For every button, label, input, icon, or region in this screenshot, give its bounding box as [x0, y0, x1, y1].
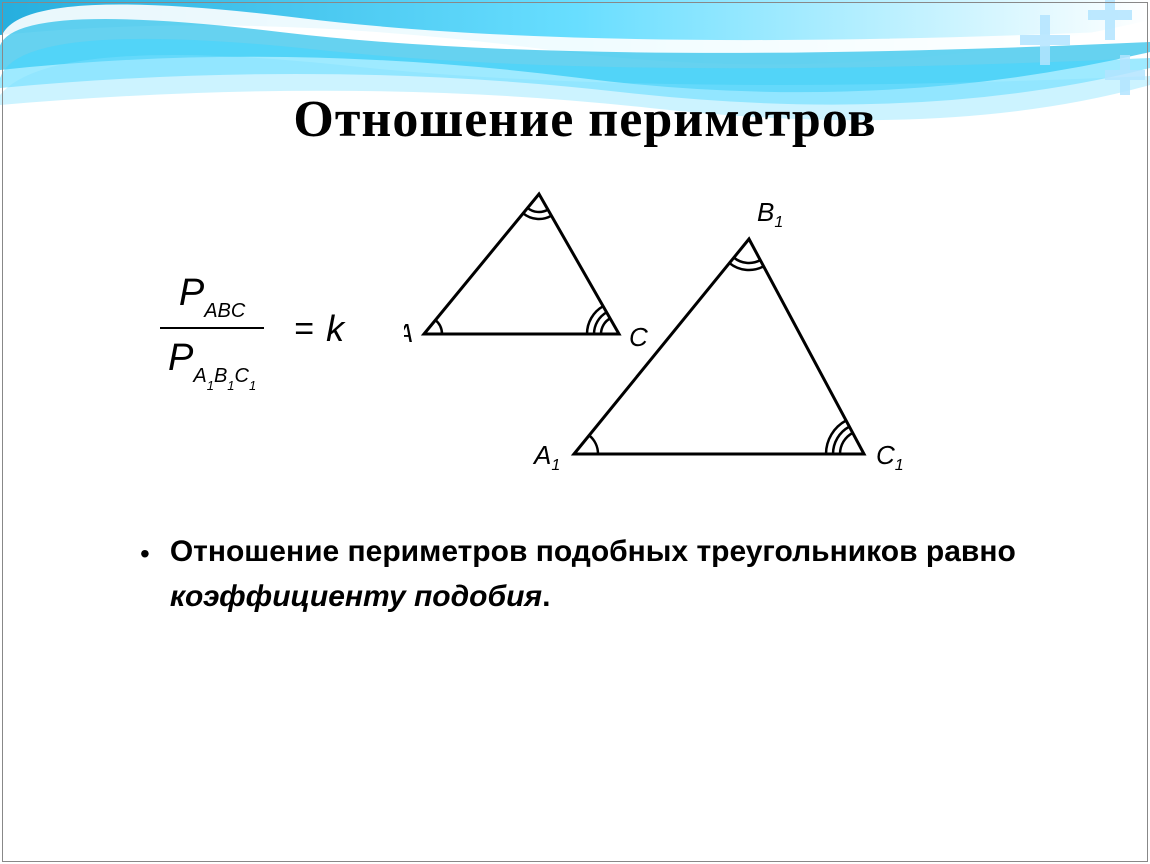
- slide-title: Отношение периметров: [100, 90, 1070, 149]
- svg-text:A1: A1: [532, 440, 560, 474]
- svg-text:C: C: [629, 322, 648, 352]
- numerator: PABC: [171, 268, 253, 327]
- svg-text:B1: B1: [757, 197, 783, 231]
- statement-text: Отношение периметров подобных треугольни…: [170, 529, 1070, 619]
- svg-text:A: A: [404, 318, 413, 348]
- slide-content: Отношение периметров PABC PA1B1C1 = k A B…: [0, 0, 1150, 659]
- coefficient-k: k: [326, 308, 344, 350]
- formula-and-diagram-row: PABC PA1B1C1 = k ABCA1B1C1: [100, 179, 1070, 479]
- svg-text:C1: C1: [876, 440, 904, 474]
- denominator: PA1B1C1: [160, 329, 264, 390]
- perimeter-ratio-formula: PABC PA1B1C1 = k: [160, 268, 344, 390]
- equals-sign: =: [294, 310, 314, 349]
- statement: • Отношение периметров подобных треуголь…: [100, 529, 1070, 619]
- bullet-icon: •: [140, 533, 150, 575]
- similar-triangles-diagram: ABCA1B1C1: [404, 179, 964, 479]
- fraction: PABC PA1B1C1: [160, 268, 264, 390]
